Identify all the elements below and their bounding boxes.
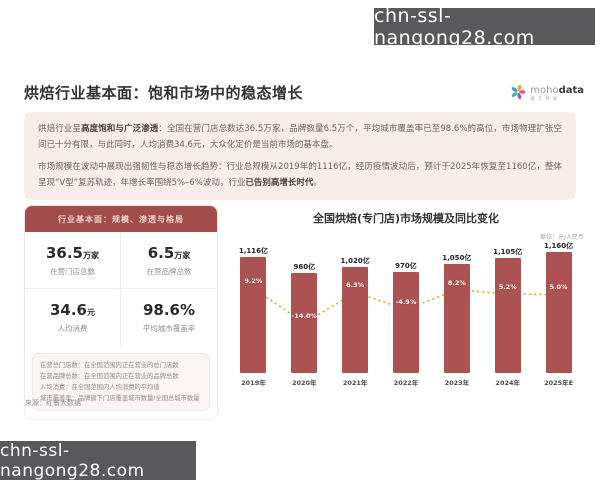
chart-plot-area: 1,116亿 9.2% 960亿 -14.0% 1,020亿 6.3% 970亿 -4.9% 1… xyxy=(228,242,584,373)
bar-2024年 xyxy=(494,258,521,373)
x-axis-label: 2020年 xyxy=(291,379,317,387)
fundamentals-panel: 行业基本面：规模、渗透与格局 36.5万家 在营门店总数 6.5万家 在营品牌总… xyxy=(24,205,218,421)
bar-2022年 xyxy=(393,272,419,373)
x-axis-label: 2021年 xyxy=(342,379,368,387)
stat-store-count: 36.5万家 在营门店总数 xyxy=(25,232,121,289)
watermark-top: chn-ssl-nangong28.com xyxy=(374,5,595,49)
bar-value-label: 1,020亿 xyxy=(340,256,370,265)
stat-value: 34.6元 xyxy=(49,301,95,319)
pinwheel-logo-icon xyxy=(510,84,526,104)
stat-label: 人均消费 xyxy=(57,324,88,333)
stat-brand-count: 6.5万家 在营品牌总数 xyxy=(121,232,217,289)
note-line: 城市覆盖率：品牌旗下门店覆盖城市数量/全国总城市数量 xyxy=(40,395,200,403)
bar-2025年E xyxy=(545,252,572,373)
page-title: 烘焙行业基本面：饱和市场中的稳态增长 xyxy=(24,84,304,102)
growth-pct-label: 9.2% xyxy=(244,277,263,286)
growth-pct-label: -14.0% xyxy=(291,312,317,321)
stat-city-coverage: 98.6% 平均城市覆盖率 xyxy=(121,289,217,346)
bar-2023年 xyxy=(443,263,470,373)
x-axis-label: 2025年E xyxy=(544,379,574,387)
x-axis-label: 2019年 xyxy=(241,379,266,387)
panel-header: 行业基本面：规模、渗透与格局 xyxy=(25,206,217,232)
intro-paragraph-2: 市场规模在波动中展现出强韧性与稳态增长趋势：行业总规模从2019年的1116亿，… xyxy=(38,162,562,189)
watermark-bottom: chn-ssl-nangong28.com xyxy=(0,441,196,481)
stats-grid: 36.5万家 在营门店总数 6.5万家 在营品牌总数 34.6元 人均消费 98… xyxy=(25,232,217,346)
bar-2019年 xyxy=(240,256,267,373)
logo-name: mohodata xyxy=(530,84,584,96)
brand-logo: mohodata 魔方数据 xyxy=(510,84,584,104)
intro-paragraph-1: 烘焙行业呈高度饱和与广泛渗透：全国在营门店总数达36.5万家，品牌数量6.5万个… xyxy=(38,124,562,150)
bar-value-label: 1,116亿 xyxy=(238,246,268,255)
stat-label: 在营品牌总数 xyxy=(146,266,192,276)
bar-value-label: 970亿 xyxy=(395,262,417,271)
stat-label: 在营门店总数 xyxy=(50,266,95,276)
data-source-note: 来源：红餐大数据 xyxy=(25,399,81,407)
bar-2021年 xyxy=(342,266,369,373)
growth-pct-label: 8.2% xyxy=(447,278,466,287)
stat-per-capita-spend: 34.6元 人均消费 xyxy=(25,289,121,346)
stat-value: 36.5万家 xyxy=(45,243,99,262)
growth-pct-label: 5.0% xyxy=(549,283,568,292)
growth-pct-label: 5.2% xyxy=(498,283,517,292)
chart-title: 全国烘焙(专门店)市场规模及同比变化 xyxy=(312,212,500,225)
note-line: 在营品牌总数：在全国范围内正在营业的品牌总数 xyxy=(40,373,179,381)
bar-value-label: 1,050亿 xyxy=(442,253,472,262)
bar-value-label: 960亿 xyxy=(293,263,316,272)
stat-label: 平均城市覆盖率 xyxy=(142,324,196,333)
stat-value: 98.6% xyxy=(142,301,196,319)
chart-x-axis: 2019年 2020年 2021年 2022年 2023年 2024年 2025年E xyxy=(228,377,584,387)
x-axis-label: 2022年 xyxy=(393,379,419,387)
x-axis-label: 2024年 xyxy=(495,379,521,387)
stat-value: 6.5万家 xyxy=(147,243,191,262)
growth-pct-label: -4.9% xyxy=(395,298,417,307)
note-line: 人均消费：在全国范围内人均消费的平均值 xyxy=(40,384,160,392)
intro-summary-box: 烘焙行业呈高度饱和与广泛渗透：全国在营门店总数达36.5万家，品牌数量6.5万个… xyxy=(24,112,576,200)
note-line: 在营总门店数：在全国范围内正在营业的总门店数 xyxy=(40,362,179,369)
market-size-chart: 全国烘焙(专门店)市场规模及同比变化 单位：元/人民币 1,116亿 9.2% 96… xyxy=(228,210,584,387)
bar-value-label: 1,160亿 xyxy=(543,242,574,251)
logo-subtitle: 魔方数据 xyxy=(530,96,561,102)
bar-2020年 xyxy=(291,273,318,373)
x-axis-label: 2023年 xyxy=(444,379,470,387)
bar-value-label: 1,105亿 xyxy=(493,248,523,257)
definitions-note-box: 在营总门店数：在全国范围内正在营业的总门店数 在营品牌总数：在全国范围内正在营业… xyxy=(32,353,210,412)
chart-unit-label: 单位：元/人民币 xyxy=(539,234,584,241)
growth-pct-label: 6.3% xyxy=(346,281,365,290)
